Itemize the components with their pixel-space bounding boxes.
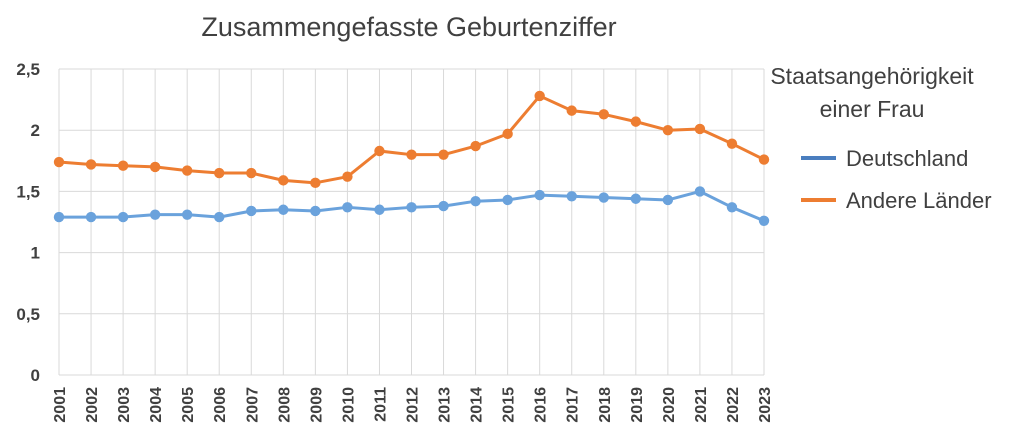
data-point-andere-länder [630, 116, 642, 127]
data-point-deutschland [694, 186, 706, 197]
data-point-deutschland [534, 189, 545, 201]
legend-title-line-1: Staatsangehörigkeit [770, 63, 974, 89]
data-point-deutschland [470, 195, 481, 207]
x-tick-label: 2008 [276, 387, 293, 423]
data-point-deutschland [214, 211, 225, 223]
chart-title: Zusammengefasste Geburtenziffer [201, 12, 616, 42]
data-point-andere-länder [246, 167, 257, 179]
data-point-deutschland [181, 209, 193, 220]
data-point-deutschland [342, 202, 353, 213]
data-point-deutschland [246, 205, 257, 217]
x-axis-ticks: 2001 2002 2003 2004 2005 2006 2007 2008 2009 2010… [52, 387, 774, 423]
data-point-andere-länder [278, 175, 289, 186]
data-point-andere-länder [694, 123, 706, 135]
y-tick-label: 1,5 [16, 182, 40, 201]
data-point-andere-länder [470, 140, 481, 152]
data-point-deutschland [502, 194, 513, 206]
data-point-deutschland [149, 209, 161, 220]
data-point-deutschland [662, 194, 674, 206]
x-tick-label: 2023 [757, 387, 774, 423]
data-point-deutschland [758, 215, 770, 226]
x-tick-label: 2009 [308, 387, 325, 423]
x-tick-label: 2019 [629, 387, 646, 423]
data-point-deutschland [278, 204, 289, 215]
data-point-deutschland [438, 200, 449, 212]
x-tick-label: 2016 [533, 387, 550, 423]
x-tick-label: 2020 [661, 387, 678, 423]
data-point-andere-länder [662, 125, 674, 136]
data-point-deutschland [566, 191, 577, 202]
x-tick-label: 2006 [212, 387, 229, 423]
x-tick-label: 2007 [244, 387, 261, 423]
x-tick-label: 2010 [340, 387, 357, 423]
data-point-andere-länder [85, 159, 97, 170]
data-point-andere-länder [310, 177, 321, 189]
data-point-deutschland [117, 211, 129, 223]
x-tick-label: 2004 [148, 387, 165, 423]
chart-legend: Staatsangehörigkeit einer Frau Deutschla… [770, 63, 991, 213]
x-tick-label: 2022 [725, 387, 742, 423]
legend-label: Deutschland [846, 146, 968, 171]
y-tick-label: 2 [31, 121, 40, 140]
data-point-deutschland [630, 193, 642, 204]
data-point-andere-länder [406, 149, 417, 160]
x-tick-label: 2001 [52, 387, 69, 423]
data-point-andere-länder [53, 156, 65, 168]
data-point-deutschland [310, 205, 321, 217]
chart-series [53, 90, 770, 226]
data-point-andere-länder [438, 149, 449, 160]
x-tick-label: 2003 [116, 387, 133, 423]
data-point-andere-länder [758, 154, 770, 165]
y-tick-label: 0,5 [16, 305, 40, 324]
data-point-andere-länder [374, 145, 385, 157]
data-point-deutschland [374, 204, 385, 215]
data-point-andere-länder [342, 171, 353, 182]
x-tick-label: 2002 [84, 387, 101, 423]
x-tick-label: 2015 [501, 387, 518, 423]
data-point-andere-länder [566, 105, 577, 116]
x-tick-label: 2017 [565, 387, 582, 423]
chart-gridlines [58, 68, 765, 376]
data-point-andere-länder [502, 128, 513, 140]
data-point-andere-länder [534, 90, 545, 102]
x-tick-label: 2011 [372, 387, 389, 422]
legend-title-line-2: einer Frau [820, 96, 925, 122]
x-tick-label: 2005 [180, 387, 197, 423]
data-point-andere-länder [149, 161, 161, 173]
x-tick-label: 2014 [469, 387, 486, 423]
data-point-deutschland [406, 202, 417, 213]
data-point-andere-länder [726, 138, 738, 149]
x-tick-label: 2018 [597, 387, 614, 423]
data-point-deutschland [53, 211, 65, 223]
data-point-deutschland [85, 211, 97, 223]
data-point-andere-länder [181, 165, 193, 176]
data-point-deutschland [598, 192, 609, 203]
x-tick-label: 2021 [693, 387, 710, 423]
data-point-andere-länder [117, 160, 129, 171]
data-point-andere-länder [214, 167, 225, 179]
y-tick-label: 0 [31, 366, 40, 385]
data-point-andere-länder [598, 109, 609, 120]
x-tick-label: 2012 [405, 387, 422, 423]
y-tick-label: 1 [31, 244, 40, 263]
y-tick-label: 2,5 [16, 60, 40, 79]
y-axis-ticks: 0 0,5 1 1,5 2 2,5 [16, 60, 40, 385]
x-tick-label: 2013 [437, 387, 454, 423]
data-point-deutschland [726, 202, 738, 213]
legend-label: Andere Länder [846, 188, 992, 213]
